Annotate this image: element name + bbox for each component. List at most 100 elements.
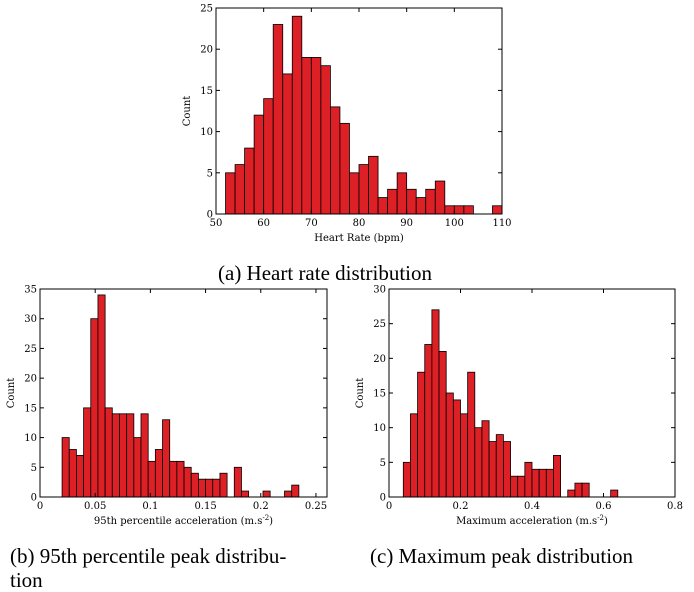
x-tick-label-max-accel-4: 0.8 (667, 501, 683, 512)
bar-p95-17 (183, 466, 192, 498)
bar-p95-3 (83, 407, 92, 498)
bar-max-accel-6 (445, 392, 454, 498)
x-tick-label-p95-5: 0.25 (305, 501, 327, 512)
bar-p95-11 (140, 413, 149, 498)
bar-max-accel-8 (460, 413, 469, 498)
bar-heart-rate-14 (358, 164, 369, 215)
y-tick-label-heart-rate-3: 15 (200, 86, 213, 97)
bar-p95-12 (147, 460, 156, 498)
x-axis-label-heart-rate: Heart Rate (bpm) (314, 233, 404, 244)
x-axis-label-p95: 95th percentile acceleration (m.s-2) (94, 514, 273, 527)
bar-max-accel-7 (452, 399, 461, 498)
y-tick-label-p95-2: 10 (24, 433, 37, 444)
y-tick-label-p95-5: 25 (24, 344, 37, 355)
y-tick-label-max-accel-6: 30 (373, 285, 386, 296)
bar-p95-5 (97, 294, 106, 498)
y-tick-label-max-accel-1: 5 (380, 458, 386, 469)
bar-max-accel-13 (495, 434, 504, 498)
y-tick-label-heart-rate-2: 10 (200, 127, 213, 138)
bar-p95-15 (169, 460, 178, 498)
y-tick-label-max-accel-3: 15 (373, 389, 386, 400)
bar-max-accel-20 (545, 468, 554, 498)
bar-p95-8 (119, 413, 128, 498)
bar-p95-14 (162, 419, 171, 498)
x-tick-label-heart-rate-0: 50 (210, 218, 223, 229)
chart-p95: 0 0.05 0.1 0.15 0.2 0.25 0 5 10 15 20 25 30 35 95th pe… (6, 285, 328, 527)
y-tick-label-p95-3: 15 (24, 403, 37, 414)
bar-heart-rate-19 (406, 188, 417, 215)
bar-max-accel-23 (574, 482, 583, 498)
bar-max-accel-2 (417, 371, 426, 498)
bar-max-accel-22 (567, 489, 576, 498)
x-tick-label-p95-1: 0.05 (84, 501, 106, 512)
y-tick-label-max-accel-0: 0 (380, 493, 386, 504)
bar-max-accel-4 (431, 309, 440, 498)
bar-heart-rate-20 (415, 197, 427, 215)
bar-heart-rate-9 (310, 57, 322, 215)
y-tick-label-p95-6: 30 (24, 314, 37, 325)
bar-heart-rate-26 (492, 205, 503, 215)
bar-p95-10 (133, 437, 142, 498)
bar-p95-21 (212, 478, 221, 498)
bar-heart-rate-23 (444, 205, 455, 215)
bar-p95-26 (284, 490, 293, 498)
bar-p95-4 (90, 318, 99, 498)
plot-frame-p95 (39, 288, 328, 498)
y-axis-label-p95: Count (6, 378, 17, 409)
y-axis-label-heart-rate: Count (182, 96, 193, 127)
bar-heart-rate-10 (320, 65, 331, 215)
x-tick-label-p95-3: 0.15 (194, 501, 216, 512)
bar-heart-rate-13 (349, 172, 360, 215)
bar-max-accel-5 (438, 350, 447, 498)
y-tick-label-max-accel-5: 25 (373, 319, 386, 330)
chart-max-accel: 0 0.2 0.4 0.6 0.8 0 5 10 15 20 25 30 Maximum acceler… (355, 285, 683, 528)
x-tick-label-heart-rate-4: 90 (400, 218, 413, 229)
x-tick-label-p95-0: 0 (37, 501, 43, 512)
bar-heart-rate-11 (329, 106, 341, 215)
bar-heart-rate-24 (453, 205, 465, 215)
bar-p95-19 (197, 478, 206, 498)
x-tick-label-max-accel-3: 0.6 (596, 501, 612, 512)
y-tick-label-max-accel-4: 20 (373, 354, 386, 365)
bar-max-accel-3 (424, 344, 433, 498)
bar-heart-rate-16 (377, 197, 389, 215)
y-tick-label-heart-rate-1: 5 (207, 168, 213, 179)
bar-p95-2 (76, 454, 85, 498)
caption-b: (b) 95th percentile peak distribu- tion (10, 544, 286, 592)
x-tick-label-heart-rate-1: 60 (257, 218, 270, 229)
bar-p95-22 (219, 472, 228, 498)
y-tick-label-heart-rate-0: 0 (207, 210, 213, 221)
x-tick-label-heart-rate-6: 110 (492, 218, 511, 229)
x-tick-label-heart-rate-3: 80 (353, 218, 366, 229)
bar-heart-rate-22 (434, 180, 446, 215)
bar-heart-rate-17 (387, 188, 398, 215)
bar-heart-rate-3 (253, 114, 265, 215)
caption-a: (a) Heart rate distribution (218, 261, 432, 285)
y-axis-label-max-accel: Count (355, 378, 366, 409)
x-tick-label-p95-2: 0.1 (142, 501, 158, 512)
bar-heart-rate-4 (263, 98, 274, 215)
bar-max-accel-17 (524, 461, 533, 498)
bar-heart-rate-18 (396, 172, 408, 215)
bar-max-accel-11 (481, 420, 490, 498)
bar-p95-13 (154, 449, 163, 498)
x-tick-label-heart-rate-5: 100 (445, 218, 464, 229)
bar-max-accel-21 (553, 454, 562, 498)
bar-p95-23 (233, 466, 242, 498)
caption-b-line1: (b) 95th percentile peak distribu- (10, 544, 287, 568)
x-tick-label-max-accel-2: 0.4 (524, 501, 540, 512)
x-tick-label-p95-4: 0.2 (253, 501, 269, 512)
x-tick-label-heart-rate-2: 70 (305, 218, 318, 229)
bar-heart-rate-1 (234, 164, 246, 215)
bar-p95-24 (241, 490, 250, 498)
bar-p95-9 (126, 413, 135, 498)
bar-max-accel-10 (474, 427, 483, 498)
y-tick-label-p95-1: 5 (31, 463, 37, 474)
bar-heart-rate-7 (291, 15, 303, 215)
bar-heart-rate-12 (339, 122, 350, 215)
caption-b-line2: tion (10, 568, 43, 592)
y-tick-label-max-accel-2: 10 (373, 423, 386, 434)
bar-p95-20 (205, 478, 214, 498)
bar-max-accel-24 (581, 482, 590, 498)
